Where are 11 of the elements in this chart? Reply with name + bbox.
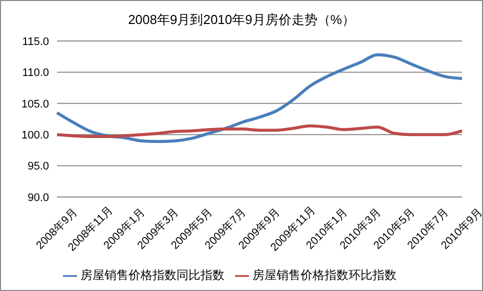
y-tick-label: 90.0 <box>28 192 49 204</box>
y-tick-label: 95.0 <box>28 160 49 173</box>
chart-title: 2008年9月到2010年9月房价走势（%） <box>127 11 356 29</box>
y-tick-label: 105.0 <box>21 98 49 110</box>
line-series <box>56 53 464 143</box>
line-series <box>56 124 464 138</box>
legend-label: 房屋销售价格指数环比指数 <box>252 268 396 282</box>
y-tick-label: 110.0 <box>22 67 49 80</box>
y-tick-label: 100.0 <box>21 130 49 142</box>
y-tick-label: 115.0 <box>22 36 49 48</box>
legend-label: 房屋销售价格指数同比指数 <box>80 268 224 282</box>
